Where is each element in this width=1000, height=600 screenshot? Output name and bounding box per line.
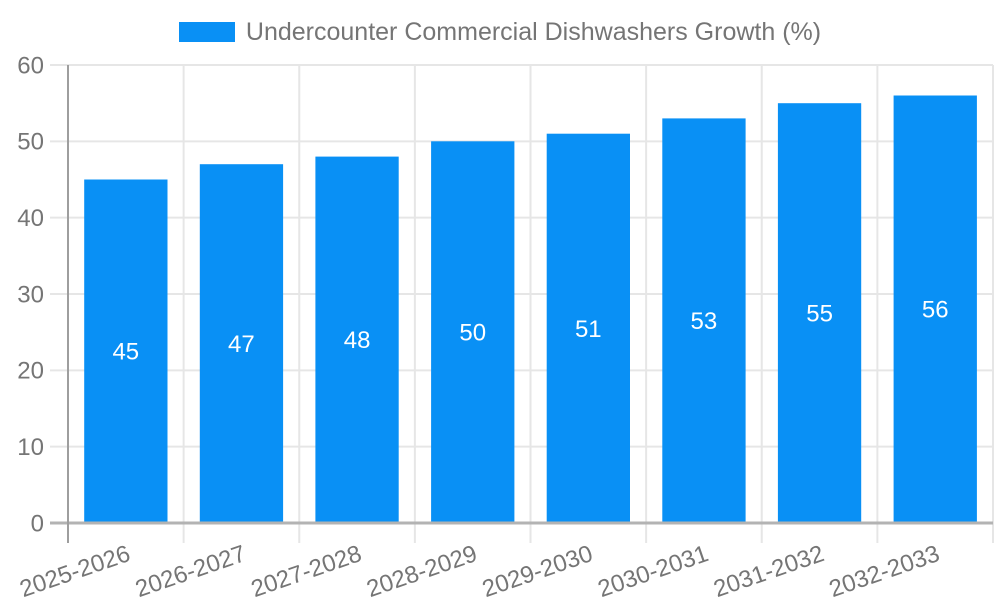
y-axis-tick-label: 60 bbox=[17, 52, 44, 79]
bar bbox=[431, 141, 515, 524]
x-axis-category-label: 2025-2026 bbox=[16, 540, 133, 600]
bar bbox=[199, 164, 284, 523]
y-axis-tick-label: 20 bbox=[17, 358, 44, 385]
bar bbox=[84, 179, 168, 523]
bar-value-label: 47 bbox=[228, 331, 255, 358]
legend-swatch bbox=[178, 22, 235, 42]
bar-value-label: 55 bbox=[806, 301, 833, 328]
bar bbox=[315, 156, 399, 523]
bar bbox=[662, 118, 746, 524]
bar bbox=[546, 133, 630, 523]
y-axis-tick-label: 30 bbox=[17, 281, 44, 308]
bar bbox=[777, 103, 862, 523]
x-axis-category-label: 2027-2028 bbox=[248, 540, 365, 600]
y-axis-tick-label: 40 bbox=[17, 205, 44, 232]
y-axis-tick-label: 50 bbox=[17, 129, 44, 156]
y-axis-tick-label: 10 bbox=[17, 434, 44, 461]
bar-value-label: 56 bbox=[922, 297, 949, 324]
x-axis-category-label: 2030-2031 bbox=[595, 540, 712, 600]
x-axis-category-label: 2026-2027 bbox=[132, 540, 249, 600]
bar-value-label: 51 bbox=[575, 316, 602, 343]
bar-value-label: 45 bbox=[112, 339, 139, 366]
legend-label: Undercounter Commercial Dishwashers Grow… bbox=[245, 18, 822, 46]
bar bbox=[893, 95, 977, 523]
x-axis-category-label: 2031-2032 bbox=[710, 540, 827, 600]
bar-value-label: 48 bbox=[344, 327, 371, 354]
x-axis-category-label: 2029-2030 bbox=[479, 540, 596, 600]
x-axis-category-label: 2032-2033 bbox=[826, 540, 943, 600]
y-axis-tick-label: 0 bbox=[31, 510, 44, 537]
bar-value-label: 53 bbox=[691, 308, 718, 335]
bar-value-label: 50 bbox=[459, 320, 486, 347]
x-axis-category-label: 2028-2029 bbox=[363, 540, 480, 600]
legend: Undercounter Commercial Dishwashers Grow… bbox=[0, 18, 1000, 46]
